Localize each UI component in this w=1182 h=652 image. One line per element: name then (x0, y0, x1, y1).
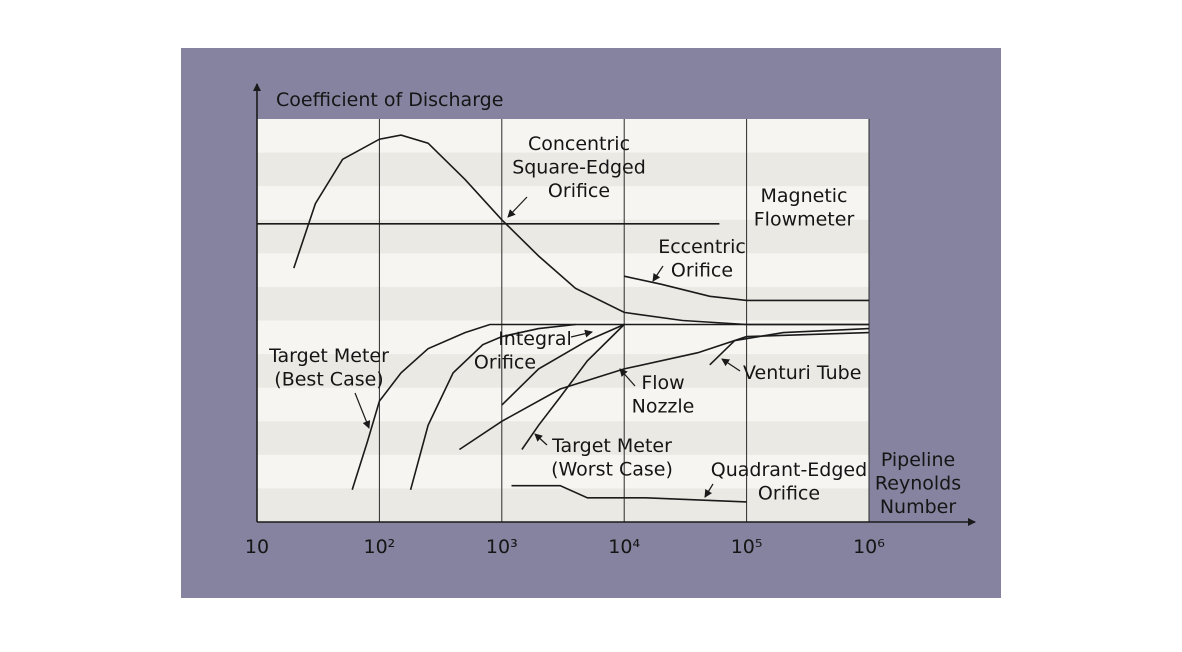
annotation: Square-Edged (512, 157, 646, 179)
annotation: Quadrant-Edged (711, 459, 867, 481)
annotation: Orifice (671, 260, 733, 282)
curve (624, 275, 869, 302)
annotation: Magnetic (760, 185, 847, 207)
annotation: Flow (641, 372, 684, 394)
y-axis-label: Coefficient of Discharge (276, 89, 503, 111)
x-tick-label: 10⁵ (731, 536, 763, 558)
stripe (257, 488, 869, 523)
annotation: Target Meter (268, 345, 389, 367)
x-axis-label: Number (880, 496, 957, 518)
curve (521, 323, 625, 450)
annotation: (Best Case) (274, 369, 383, 391)
arrow (704, 483, 714, 498)
stripe (257, 354, 869, 389)
annotation: Nozzle (632, 396, 695, 418)
curve (511, 484, 747, 503)
annotation: Concentric (528, 133, 630, 155)
stripe (257, 421, 869, 456)
stripe (257, 186, 869, 221)
annotation: Flowmeter (754, 209, 855, 231)
x-tick-label: 10⁶ (853, 536, 885, 558)
stripe (257, 152, 869, 187)
curve (409, 323, 576, 491)
curve (293, 134, 869, 326)
arrow (619, 368, 636, 387)
annotation: Eccentric (658, 236, 746, 258)
x-tick-label: 10² (364, 536, 396, 558)
x-tick-label: 10 (245, 536, 269, 558)
curve (501, 323, 625, 406)
annotation: Venturi Tube (743, 362, 861, 384)
arrow (721, 358, 741, 372)
x-axis-label: Pipeline (881, 449, 955, 471)
arrow (534, 433, 548, 446)
curve (709, 327, 870, 366)
stripe (257, 253, 869, 288)
annotation: Orifice (758, 483, 820, 505)
annotation: Target Meter (551, 435, 672, 457)
stripe (257, 219, 869, 254)
x-tick-label: 10⁴ (608, 536, 640, 558)
annotation: Integral (498, 328, 572, 350)
stripe (257, 119, 869, 154)
annotation: Orifice (548, 180, 610, 202)
x-tick-label: 10³ (486, 536, 518, 558)
stripe (257, 454, 869, 489)
arrow (354, 392, 371, 429)
arrow (570, 329, 593, 338)
arrow (652, 265, 664, 282)
annotation: (Worst Case) (551, 459, 673, 481)
x-axis-label: Reynolds (875, 473, 961, 495)
arrow (507, 196, 528, 218)
curve (351, 323, 869, 491)
annotation: Orifice (474, 352, 536, 374)
stripe (257, 286, 869, 321)
